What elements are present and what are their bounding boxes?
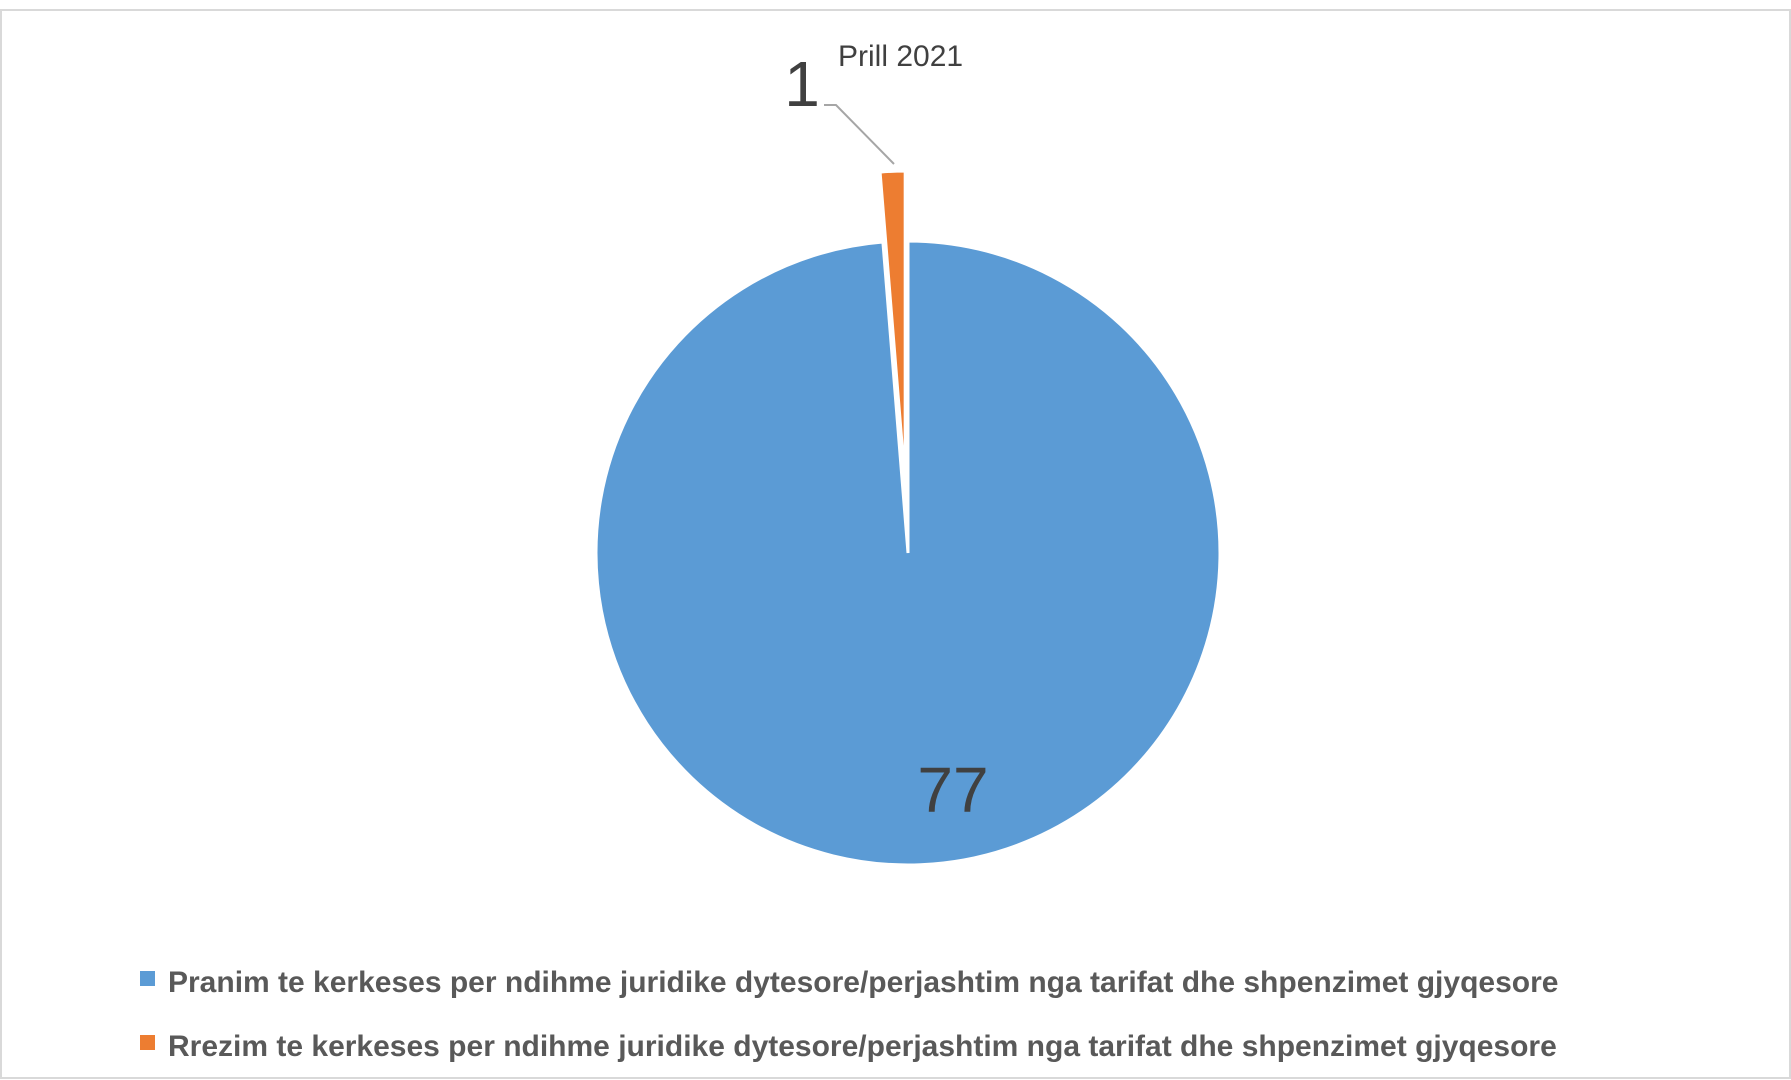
leader-line [824,104,895,165]
legend-label-0: Pranim te kerkeses per ndihme juridike d… [168,966,1558,999]
legend: Pranim te kerkeses per ndihme juridike d… [140,966,1558,1063]
legend-swatch-0 [140,971,155,986]
data-label-1: 1 [784,48,820,120]
pie-slices [594,169,1222,867]
pie-slice-0 [594,239,1222,867]
pie-slice-1 [878,169,907,484]
data-labels: 77 1 Prill 2021 [784,40,988,826]
legend-label-1: Rrezim te kerkeses per ndihme juridike d… [168,1030,1557,1063]
legend-item-1: Rrezim te kerkeses per ndihme juridike d… [140,1030,1557,1063]
slice-annotation: Prill 2021 [838,40,963,73]
legend-swatch-1 [140,1035,155,1050]
data-label-0: 77 [917,754,988,826]
legend-item-0: Pranim te kerkeses per ndihme juridike d… [140,966,1558,999]
